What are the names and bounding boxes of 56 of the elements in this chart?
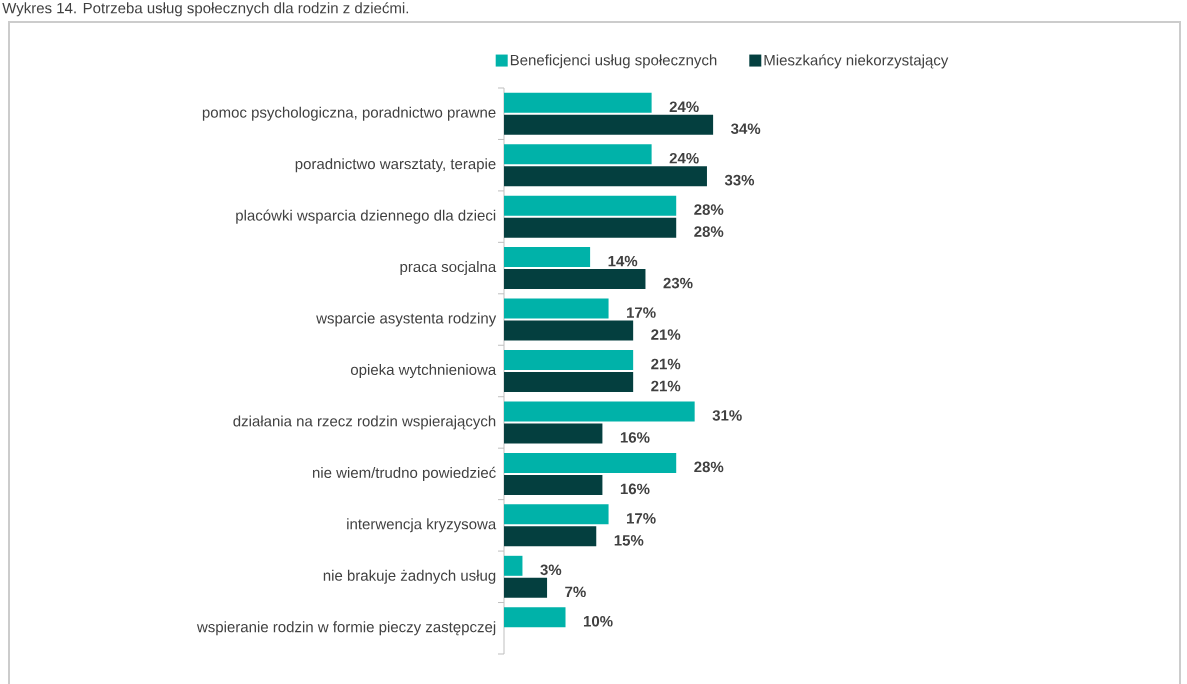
data-label: 24% xyxy=(669,101,699,113)
y-tick-label: poradnictwo warsztaty, terapie xyxy=(295,158,496,173)
y-tick-label: nie brakuje żadnych usług xyxy=(323,569,496,584)
data-label: 21% xyxy=(651,358,681,370)
data-label: 33% xyxy=(724,174,755,186)
bar xyxy=(504,607,566,628)
data-label: 28% xyxy=(694,226,724,237)
text: Wykres 14. Potrzeba usług społecznych dla rodzin z dziećmi. xyxy=(2,2,409,17)
y-tick-label: działania na rzecz rodzin wspierających xyxy=(233,415,496,430)
data-label: 3% xyxy=(540,564,562,576)
y-tick-label: nie wiem/trudno powiedzieć xyxy=(312,466,496,481)
bar xyxy=(504,555,523,576)
bar xyxy=(504,92,652,113)
y-tick-label: pomoc psychologiczna, poradnictwo prawne xyxy=(202,106,496,121)
data-label: 21% xyxy=(651,329,681,340)
data-label: 17% xyxy=(627,307,656,318)
bar xyxy=(504,504,609,525)
y-tick-label: interwencja kryzysowa xyxy=(347,518,497,533)
data-label: 7% xyxy=(565,586,586,598)
legend-label: Mieszkańcy niekorzystający xyxy=(764,54,949,69)
legend-label: Beneficjenci usług społecznych xyxy=(510,54,717,69)
bar xyxy=(504,298,609,319)
bar xyxy=(504,349,634,370)
bar xyxy=(504,371,634,392)
y-tick-label: opieka wytchnieniowa xyxy=(350,363,497,378)
bar xyxy=(504,423,603,444)
bar xyxy=(504,401,695,422)
data-label: 28% xyxy=(694,461,724,473)
data-label: 16% xyxy=(620,483,650,495)
data-label: 17% xyxy=(627,513,656,524)
bar xyxy=(504,452,677,473)
bar xyxy=(504,195,677,216)
bar xyxy=(504,114,714,135)
data-label: 23% xyxy=(663,277,693,289)
y-tick-label: placówki wsparcia dziennego dla dzieci xyxy=(236,209,496,224)
data-label: 31% xyxy=(712,410,742,421)
y-tick-label: wsparcie asystenta rodziny xyxy=(316,312,497,327)
bar xyxy=(504,526,597,547)
data-label: 10% xyxy=(583,615,613,627)
bar xyxy=(504,577,548,598)
data-label: 24% xyxy=(669,152,699,164)
data-label: 15% xyxy=(614,535,644,546)
y-tick-label: praca socjalna xyxy=(400,261,497,276)
bar xyxy=(504,217,677,238)
bar xyxy=(504,144,652,165)
bar xyxy=(504,269,646,290)
bar xyxy=(504,320,634,341)
bar xyxy=(504,247,591,268)
data-label: 34% xyxy=(730,123,761,135)
bar xyxy=(504,166,707,187)
bar xyxy=(504,474,603,495)
data-label: 16% xyxy=(620,432,650,443)
data-label: 28% xyxy=(694,204,724,215)
data-label: 14% xyxy=(608,255,638,267)
data-label: 21% xyxy=(651,380,681,392)
y-tick-label: wspieranie rodzin w formie pieczy zastępczej xyxy=(196,621,496,636)
